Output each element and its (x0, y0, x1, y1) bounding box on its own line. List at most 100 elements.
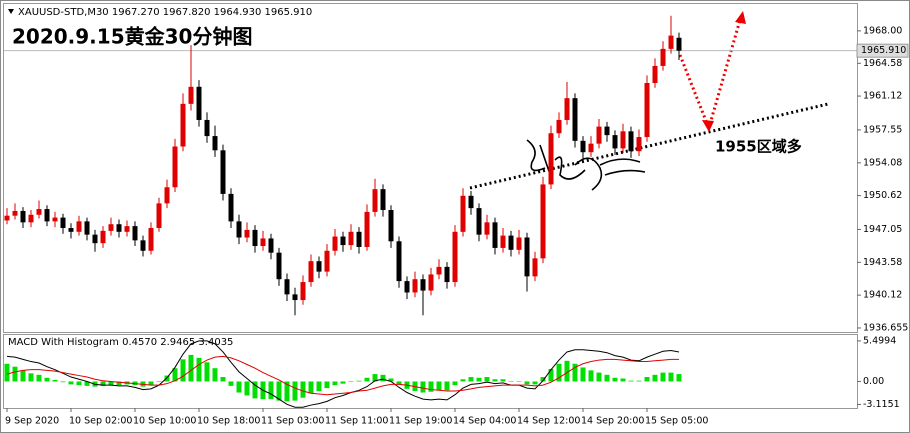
candle-body (60, 217, 66, 229)
candle-body (308, 261, 314, 283)
y-tick-label: 1950.62 (863, 190, 902, 201)
candle-body (404, 281, 410, 293)
macd-histogram-bar (636, 380, 642, 382)
macd-histogram-bar (532, 381, 538, 385)
candle-body (28, 214, 34, 223)
macd-histogram-bar (676, 374, 682, 382)
candle-body (244, 229, 250, 238)
candle-body (188, 86, 194, 104)
candle-body (220, 150, 226, 194)
macd-histogram-bar (388, 378, 394, 382)
macd-histogram-bar (492, 379, 498, 382)
macd-histogram-bar (284, 381, 290, 402)
macd-histogram-bar (228, 381, 234, 386)
macd-main-line (6, 340, 680, 408)
macd-histogram-bar (116, 381, 122, 386)
macd-histogram-bar (20, 370, 26, 382)
candle-body (524, 237, 530, 277)
macd-histogram-bar (76, 381, 82, 386)
macd-histogram-bar (660, 372, 666, 382)
candle-body (172, 146, 178, 188)
y-tick-label: 1961.12 (863, 91, 902, 102)
macd-histogram-bar (652, 374, 658, 382)
candle-body (492, 222, 498, 248)
macd-histogram-bar (12, 366, 18, 382)
menu-arrow (8, 9, 14, 14)
candle-body (204, 119, 210, 137)
macd-histogram-bar (580, 367, 586, 382)
macd-histogram-bar (276, 381, 282, 401)
macd-histogram-bar (60, 381, 66, 383)
candle-body (100, 230, 106, 244)
candle-body (340, 236, 346, 246)
macd-histogram-bar (556, 363, 562, 382)
candle-body (652, 65, 658, 83)
macd-histogram-bar (316, 381, 322, 392)
macd-histogram-bar (612, 377, 618, 382)
x-tick-label: 11 Sep 03:00 (261, 416, 324, 427)
macd-histogram-bar (508, 381, 514, 382)
macd-signal-line (6, 355, 679, 396)
macd-histogram-bar (380, 374, 386, 382)
macd-histogram-bar (292, 381, 298, 401)
price-label: 1965.910 (861, 45, 906, 56)
candle-body (124, 226, 130, 232)
macd-histogram-bar (252, 381, 258, 399)
x-tick-label: 14 Sep 20:00 (581, 416, 644, 427)
macd-histogram-bar (148, 381, 154, 386)
candle-body (84, 221, 90, 235)
candle-body (348, 231, 354, 246)
main-panel (3, 3, 858, 333)
candle-body (20, 210, 26, 223)
candle-body (452, 231, 458, 283)
candle-body (36, 209, 42, 215)
candle-body (116, 224, 122, 232)
macd-histogram-bar (308, 381, 314, 394)
candle-body (92, 234, 98, 244)
macd-histogram-bar (476, 377, 482, 382)
y-tick-label: 1968.00 (863, 25, 902, 36)
y-tick-label: 1940.12 (863, 290, 902, 301)
macd-histogram-bar (204, 362, 210, 382)
macd-histogram-bar (244, 381, 250, 396)
candle-body (260, 238, 266, 247)
macd-histogram-bar (332, 381, 338, 386)
macd-histogram-bar (188, 354, 194, 382)
candle-body (644, 82, 650, 138)
candle-body (4, 215, 10, 221)
candle-body (628, 131, 634, 152)
x-tick-label: 10 Sep 02:00 (69, 416, 132, 427)
macd-histogram-bar (436, 381, 442, 391)
y-tick-label: 1947.05 (863, 224, 902, 235)
macd-histogram-bar (628, 380, 634, 382)
candle-body (420, 279, 426, 291)
candle-body (668, 35, 674, 49)
candle-body (484, 222, 490, 235)
macd-histogram-bar (524, 381, 530, 385)
candle-body (636, 137, 642, 152)
candle-body (268, 238, 274, 253)
candle-body (516, 237, 522, 250)
macd-histogram-bar (52, 379, 58, 382)
macd-histogram-bar (604, 374, 610, 382)
macd-histogram-bar (460, 379, 466, 382)
candle-body (212, 136, 218, 151)
y-tick-label: 0.00 (863, 376, 884, 387)
macd-histogram-bar (348, 381, 354, 382)
macd-histogram-bar (300, 381, 306, 398)
candle-body (284, 279, 290, 295)
candle-body (156, 203, 162, 229)
macd-histogram-bar (540, 377, 546, 382)
macd-histogram-bar (220, 377, 226, 382)
candle-body (364, 211, 370, 247)
candle-body (52, 217, 58, 222)
candle-body (412, 279, 418, 293)
macd-histogram-bar (588, 370, 594, 382)
macd-panel (3, 334, 858, 409)
candle-body (236, 221, 242, 238)
candle-body (428, 274, 434, 291)
candle-body (444, 266, 450, 283)
macd-histogram-bar (420, 381, 426, 393)
macd-histogram-bar (484, 377, 490, 382)
